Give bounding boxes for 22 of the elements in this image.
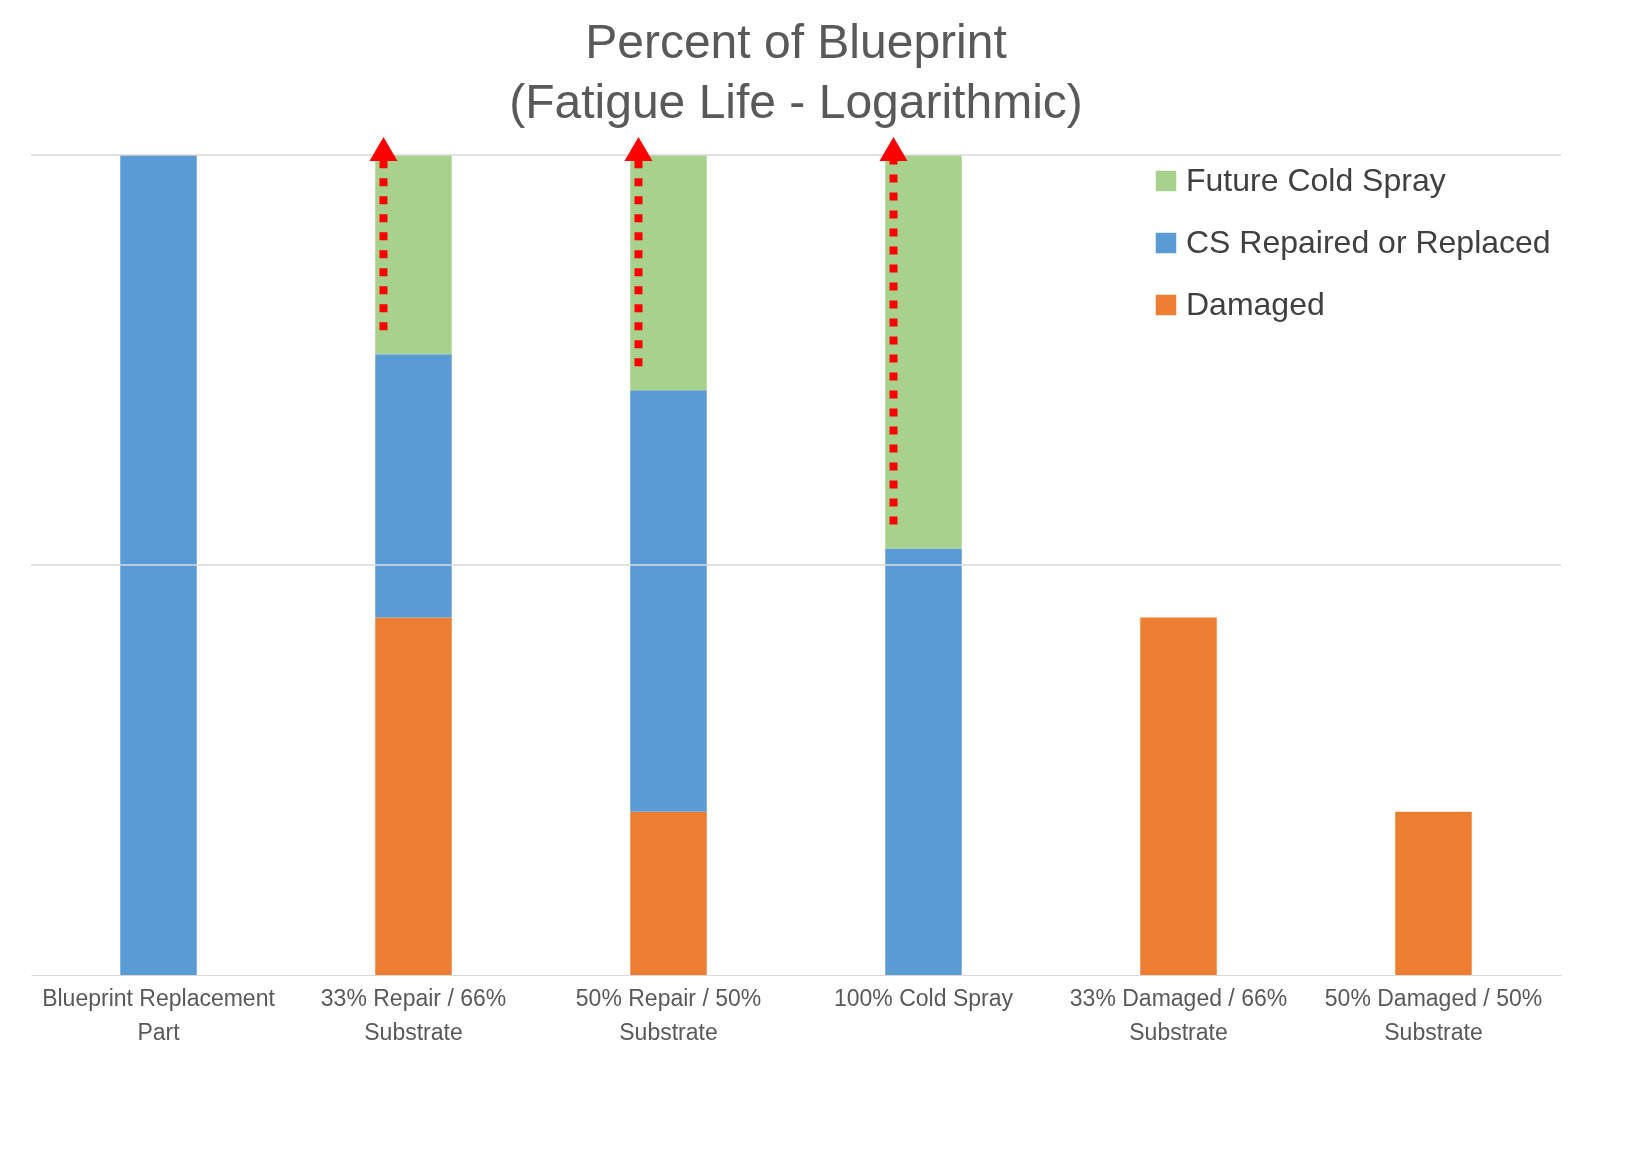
bar [630,155,707,391]
bar [630,390,707,812]
bar [375,155,452,355]
bar [1140,617,1217,975]
bar [375,617,452,975]
bar [375,354,452,618]
bar [885,548,962,975]
bar [885,155,962,549]
legend-label: CS Repaired or Replaced [1186,224,1551,260]
x-tick-label: 33% Repair / 66% Substrate [320,984,507,1045]
x-tick-label: 100% Cold Spray [834,984,1014,1011]
chart-subtitle: (Fatigue Life - Logarithmic) [509,75,1083,129]
x-tick-label: 50% Damaged / 50% Substrate [1324,984,1543,1045]
x-tick-label: Blueprint Replacement Part [42,984,276,1045]
legend-label: Future Cold Spray [1186,162,1446,198]
x-tick-label: 50% Repair / 50% Substrate [575,984,762,1045]
legend-label: Damaged [1186,286,1325,322]
bar [630,811,707,975]
chart-title: Percent of Blueprint [585,15,1007,69]
bar [1395,811,1472,975]
bar [120,155,197,975]
x-tick-label: 33% Damaged / 66% Substrate [1069,984,1288,1045]
